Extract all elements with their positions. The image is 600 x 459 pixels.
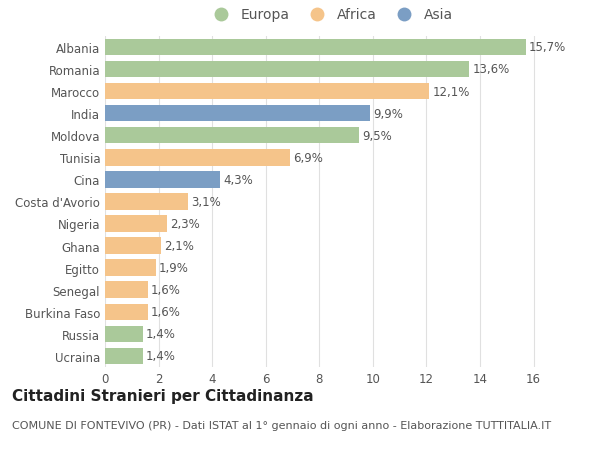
Text: 1,4%: 1,4% <box>146 350 176 363</box>
Text: 1,4%: 1,4% <box>146 328 176 341</box>
Bar <box>105 260 156 276</box>
Legend: Europa, Africa, Asia: Europa, Africa, Asia <box>205 6 455 25</box>
Bar <box>105 62 469 78</box>
Bar <box>105 304 148 320</box>
Text: 12,1%: 12,1% <box>433 85 470 98</box>
Bar <box>105 348 143 364</box>
Text: 3,1%: 3,1% <box>191 196 221 208</box>
Text: 6,9%: 6,9% <box>293 151 323 164</box>
Text: COMUNE DI FONTEVIVO (PR) - Dati ISTAT al 1° gennaio di ogni anno - Elaborazione : COMUNE DI FONTEVIVO (PR) - Dati ISTAT al… <box>12 420 551 430</box>
Text: 2,1%: 2,1% <box>164 240 194 252</box>
Text: 9,9%: 9,9% <box>373 107 403 120</box>
Text: 1,9%: 1,9% <box>159 262 189 274</box>
Bar <box>105 238 161 254</box>
Bar <box>105 39 526 56</box>
Bar <box>105 106 370 122</box>
Bar <box>105 128 359 144</box>
Text: 4,3%: 4,3% <box>223 174 253 186</box>
Bar <box>105 194 188 210</box>
Text: 1,6%: 1,6% <box>151 306 181 319</box>
Text: 2,3%: 2,3% <box>170 218 200 230</box>
Text: 1,6%: 1,6% <box>151 284 181 297</box>
Bar <box>105 150 290 166</box>
Text: 13,6%: 13,6% <box>473 63 510 76</box>
Text: 9,5%: 9,5% <box>362 129 392 142</box>
Text: Cittadini Stranieri per Cittadinanza: Cittadini Stranieri per Cittadinanza <box>12 388 314 403</box>
Bar <box>105 326 143 342</box>
Text: 15,7%: 15,7% <box>529 41 566 54</box>
Bar <box>105 282 148 298</box>
Bar <box>105 84 429 100</box>
Bar <box>105 172 220 188</box>
Bar <box>105 216 167 232</box>
